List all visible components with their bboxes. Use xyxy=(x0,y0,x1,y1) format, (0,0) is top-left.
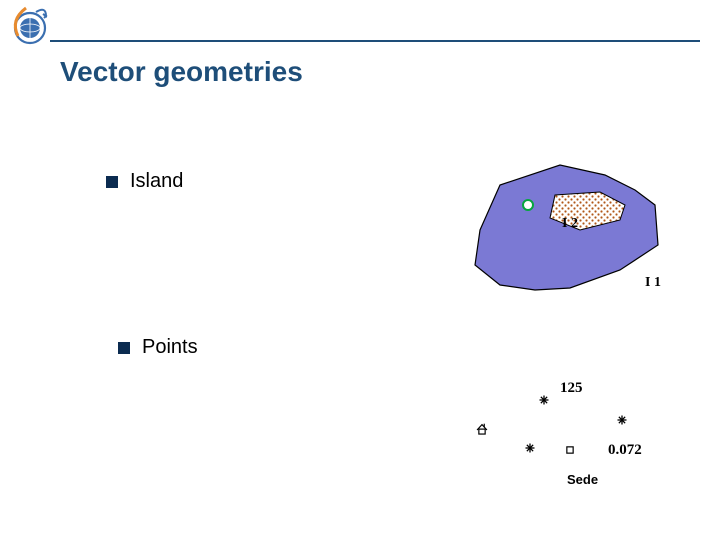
bullet-square-icon xyxy=(118,342,130,354)
bullet-label: Points xyxy=(142,336,198,359)
square-marker xyxy=(567,447,573,453)
asterisk-marker xyxy=(618,416,627,425)
island-svg xyxy=(450,150,670,310)
house-marker xyxy=(477,424,487,434)
asterisk-marker xyxy=(540,396,549,405)
points-figure: 125 0.072 Sede xyxy=(450,350,680,490)
inpe-logo xyxy=(8,2,52,46)
title-rule xyxy=(50,40,700,42)
bullet-square-icon xyxy=(106,176,118,188)
asterisk-marker xyxy=(526,444,535,453)
slide-root: Vector geometries Island Points I 2 I 1 1… xyxy=(0,0,720,540)
points-label: 0.072 xyxy=(608,442,642,459)
points-svg xyxy=(450,350,680,490)
slide-title: Vector geometries xyxy=(60,56,303,88)
points-label: 125 xyxy=(560,380,583,397)
points-label: Sede xyxy=(567,472,598,487)
bullet-label: Island xyxy=(130,170,183,193)
island-label: I 2 xyxy=(562,216,578,232)
bullet-island: Island xyxy=(106,170,183,193)
island-green-marker xyxy=(523,200,533,210)
island-label: I 1 xyxy=(645,275,661,291)
bullet-points: Points xyxy=(118,336,198,359)
island-figure: I 2 I 1 xyxy=(450,150,670,310)
